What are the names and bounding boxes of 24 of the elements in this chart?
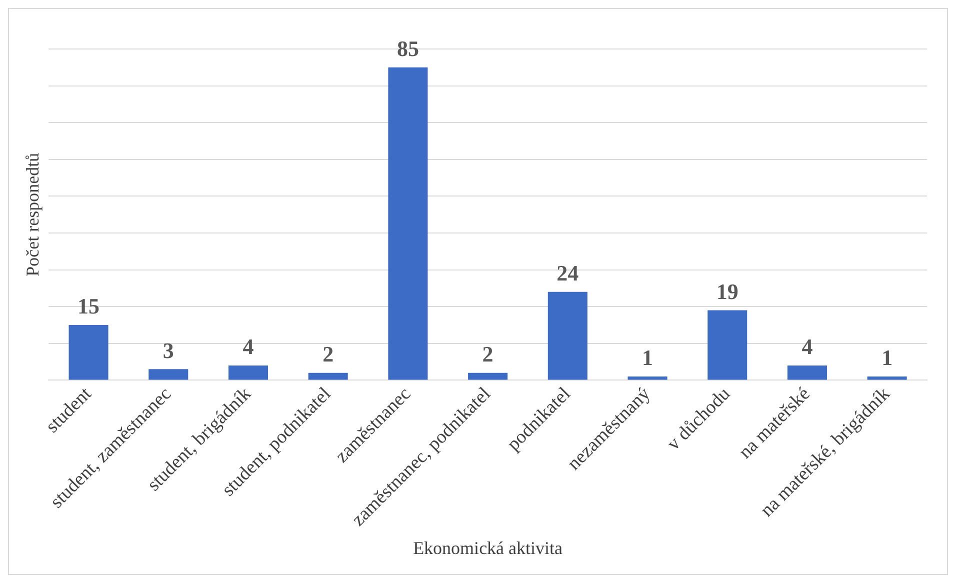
- data-label: 1: [882, 345, 893, 370]
- bar: [228, 366, 268, 380]
- bar: [148, 369, 188, 380]
- data-label: 2: [482, 342, 494, 367]
- data-label: 19: [716, 278, 738, 304]
- bar: [388, 67, 428, 380]
- bar: [468, 372, 508, 380]
- bar: [68, 325, 108, 380]
- bar: [867, 376, 907, 380]
- data-label: 24: [556, 260, 579, 286]
- bar: [708, 310, 748, 380]
- data-label: 2: [322, 342, 334, 367]
- y-axis-title: Počet responedtů: [22, 152, 43, 276]
- data-label: 4: [242, 334, 254, 360]
- bar: [548, 292, 588, 380]
- bar: [308, 372, 348, 380]
- data-label: 1: [642, 345, 654, 370]
- data-label: 3: [162, 338, 174, 363]
- data-label: 4: [802, 334, 813, 360]
- data-label: 15: [78, 294, 100, 319]
- bar: [628, 376, 668, 380]
- data-label: 85: [396, 36, 419, 62]
- x-axis-title: Ekonomická aktivita: [413, 538, 563, 558]
- bar: [787, 366, 827, 380]
